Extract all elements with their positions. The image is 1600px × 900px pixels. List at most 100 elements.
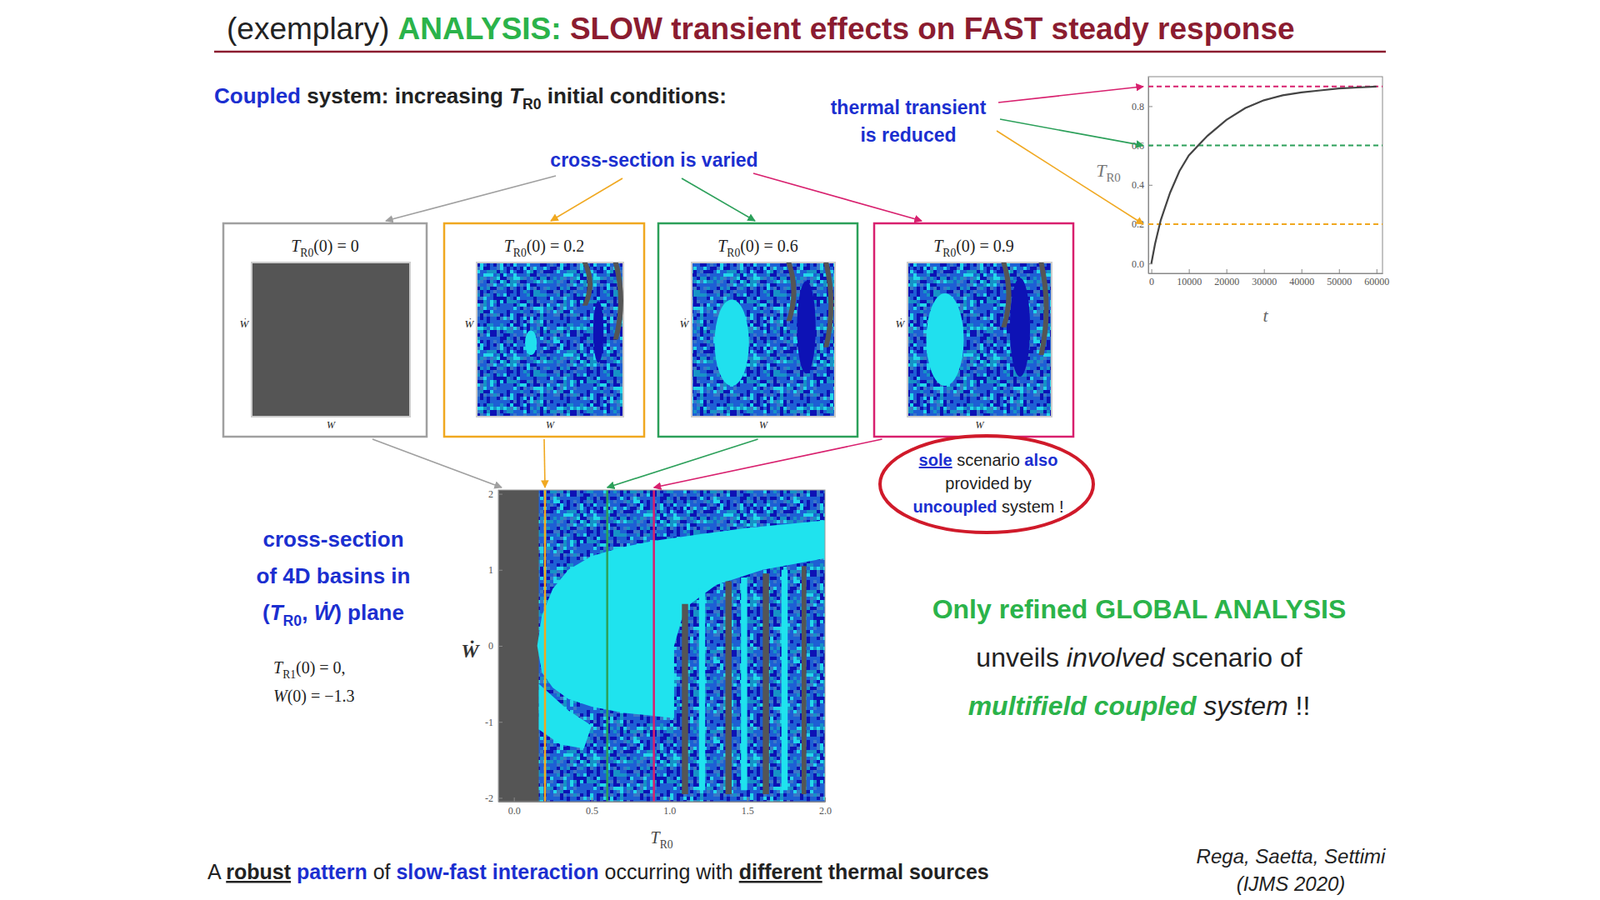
initial-conditions: TR1(0) = 0, [273, 658, 346, 681]
credit: (IJMS 2020) [1236, 872, 1346, 895]
basin-blob [925, 293, 964, 386]
annotation: sole scenario also [919, 450, 1059, 470]
tick-mark [498, 645, 503, 647]
panel-title: TR0(0) = 0.6 [717, 236, 799, 260]
text-run: Ẇ [895, 317, 906, 330]
tick-mark [498, 494, 503, 495]
subscript: R1 [282, 668, 296, 681]
subscript: R0 [942, 246, 956, 260]
tick-label: 0.0 [1131, 258, 1145, 270]
text-run: of [367, 860, 397, 884]
arrow [544, 439, 545, 488]
annotation: cross-section is varied [550, 149, 758, 171]
arrow [681, 178, 755, 221]
text-run: !! [1288, 690, 1311, 721]
text-run: SLOW transient effects on FAST steady re… [561, 11, 1295, 46]
text-run: is reduced [860, 124, 956, 146]
tick-label: 0 [1149, 275, 1155, 288]
tick: 10000 [1176, 269, 1202, 288]
text-run: (exemplary) [226, 11, 399, 46]
text-run: cross-section is varied [550, 149, 758, 171]
arrow [1000, 119, 1144, 146]
text-run: Ẇ [240, 317, 250, 330]
text-run: W [326, 419, 336, 431]
panel-box [874, 223, 1074, 437]
tick-mark [1148, 105, 1153, 107]
text-run: Coupled [214, 83, 301, 109]
tick-label: 0.5 [585, 805, 599, 817]
panel-axis-title: W [759, 419, 769, 431]
text-run: provided by [945, 474, 1031, 493]
tick-label: 50000 [1326, 275, 1352, 288]
basin-region [498, 490, 540, 802]
y-axis-title: Ẇ [460, 640, 480, 662]
tick-mark [1189, 269, 1190, 274]
tick-mark [498, 797, 503, 799]
basin-stripe [1000, 262, 1011, 328]
panel-axis-title: W [975, 419, 985, 431]
tick-label: 10000 [1176, 275, 1202, 288]
basin-panel: TR0(0) = 0.6ẆW [658, 223, 858, 437]
conclusion: unveils involved scenario of [975, 642, 1302, 673]
conclusion: multifield coupled system !! [968, 690, 1311, 721]
text-run: slow-fast interaction [395, 860, 599, 884]
tick-label: 40000 [1289, 275, 1315, 288]
subscript: R0 [522, 95, 542, 113]
x-axis-title: TR0 [650, 828, 674, 851]
tick: 40000 [1289, 269, 1315, 288]
arrow [385, 175, 556, 221]
basin-region [699, 589, 705, 791]
text-run: uncoupled [912, 497, 997, 516]
section-label: of 4D basins in [256, 563, 411, 589]
subscript: R0 [283, 612, 303, 630]
section-label: (TR0, Ẇ) plane [262, 600, 405, 630]
basin-region [781, 570, 788, 791]
panel-image [251, 262, 410, 417]
tick-label: -1 [485, 716, 494, 729]
subscript: R0 [513, 246, 527, 260]
tick: 20000 [1214, 269, 1240, 288]
plot-frame [498, 490, 825, 802]
basin-region [740, 577, 747, 790]
tick: -1 [485, 716, 503, 729]
slide-title: (exemplary) ANALYSIS: SLOW transient eff… [226, 11, 1295, 46]
tick-label: 1.5 [741, 805, 755, 817]
text-run: (0) = −1.3 [287, 686, 355, 706]
text-run: multifield coupled [968, 690, 1198, 721]
tick-mark [1376, 269, 1378, 274]
tick: 30000 [1251, 269, 1277, 288]
tick-mark [747, 797, 749, 802]
x-axis-title: t [1262, 305, 1269, 326]
tick-mark [1339, 269, 1340, 274]
text-run: thermal sources [822, 860, 990, 884]
panel-box [658, 223, 858, 437]
section-label: cross-section [262, 526, 404, 552]
text-run: occurring with [599, 860, 740, 884]
text-run: thermal transient [830, 96, 987, 119]
tick-label: 0.4 [1131, 179, 1145, 191]
xticks-axis: 0.00.51.01.52.0 [499, 797, 833, 817]
text-run: (0) = 0 [313, 236, 360, 256]
tick-label: 0 [488, 640, 494, 652]
tick-mark [669, 797, 670, 802]
basin-blob [715, 299, 750, 386]
basin-region [725, 580, 732, 794]
panel-title: TR0(0) = 0 [290, 236, 360, 260]
annotation: provided by [945, 474, 1031, 493]
text-run: Ẇ [465, 317, 475, 330]
subtitle: Coupled system: increasing TR0 initial c… [214, 83, 727, 113]
arrow [753, 173, 922, 221]
text-run: W [759, 419, 769, 431]
reference-line [1148, 145, 1383, 147]
axis-line [499, 801, 826, 803]
tick: 2.0 [819, 797, 832, 817]
tick-label: 1 [488, 564, 494, 576]
panel-box [444, 223, 645, 437]
tick-label: -2 [485, 792, 494, 805]
panel-axis-title: W [545, 419, 555, 431]
panel-image [691, 262, 835, 417]
basin-stripe [786, 262, 797, 321]
arrow [654, 439, 883, 488]
text-run: A [207, 860, 226, 884]
panel-axis-title: Ẇ [895, 317, 906, 330]
